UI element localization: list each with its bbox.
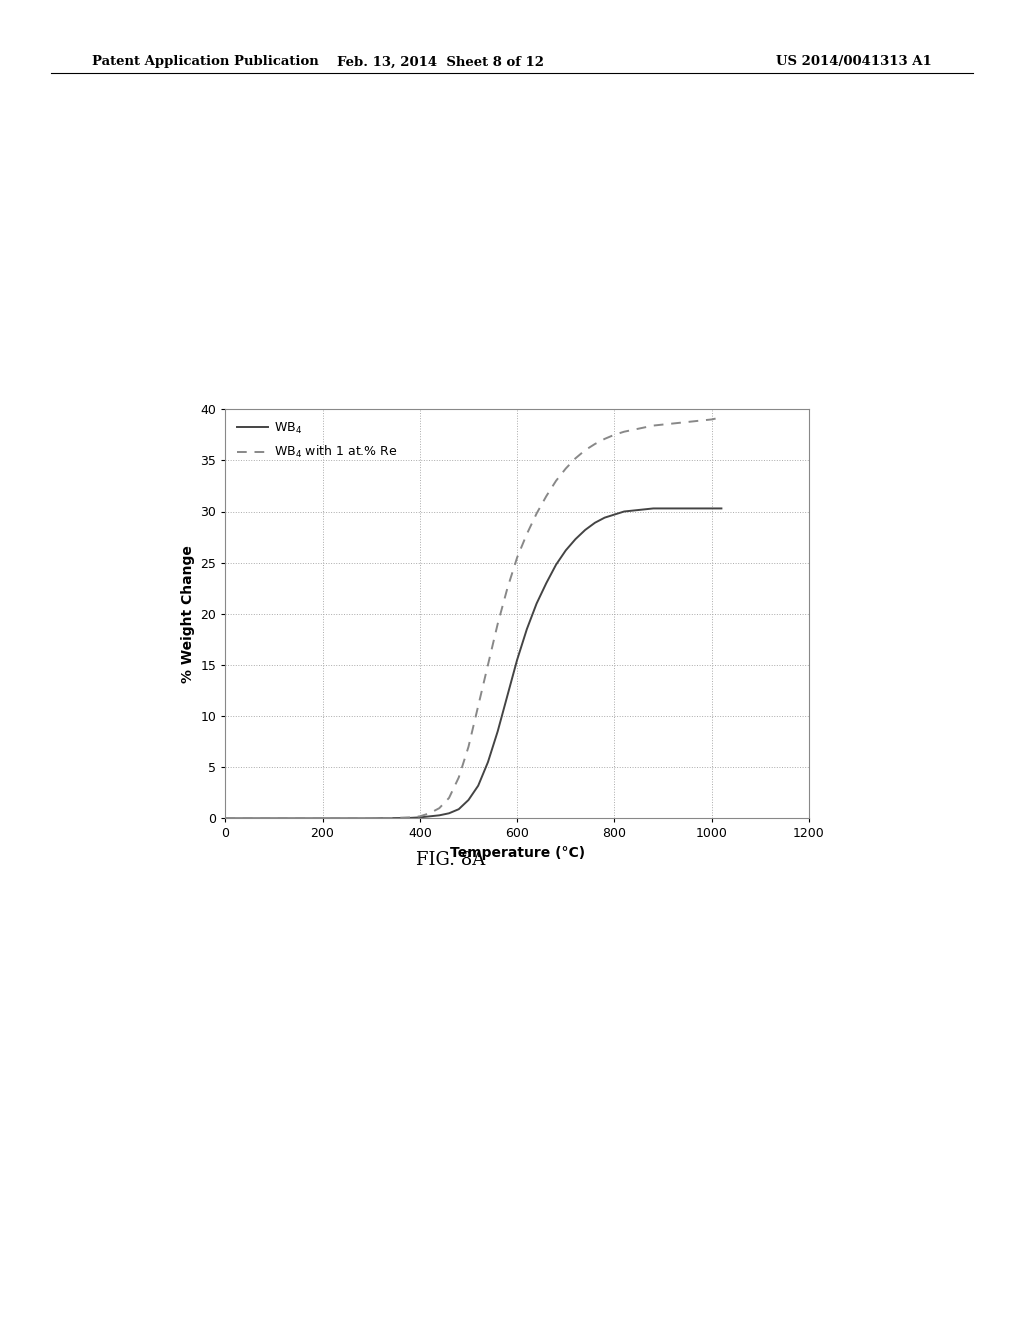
X-axis label: Temperature (°C): Temperature (°C) [450,846,585,861]
Legend: WB$_4$, WB$_4$ with 1 at.% Re: WB$_4$, WB$_4$ with 1 at.% Re [231,416,402,466]
Y-axis label: % Weight Change: % Weight Change [181,545,195,682]
Text: FIG. 8A: FIG. 8A [416,851,485,870]
Text: Patent Application Publication: Patent Application Publication [92,55,318,69]
Text: US 2014/0041313 A1: US 2014/0041313 A1 [776,55,932,69]
Text: Feb. 13, 2014  Sheet 8 of 12: Feb. 13, 2014 Sheet 8 of 12 [337,55,544,69]
